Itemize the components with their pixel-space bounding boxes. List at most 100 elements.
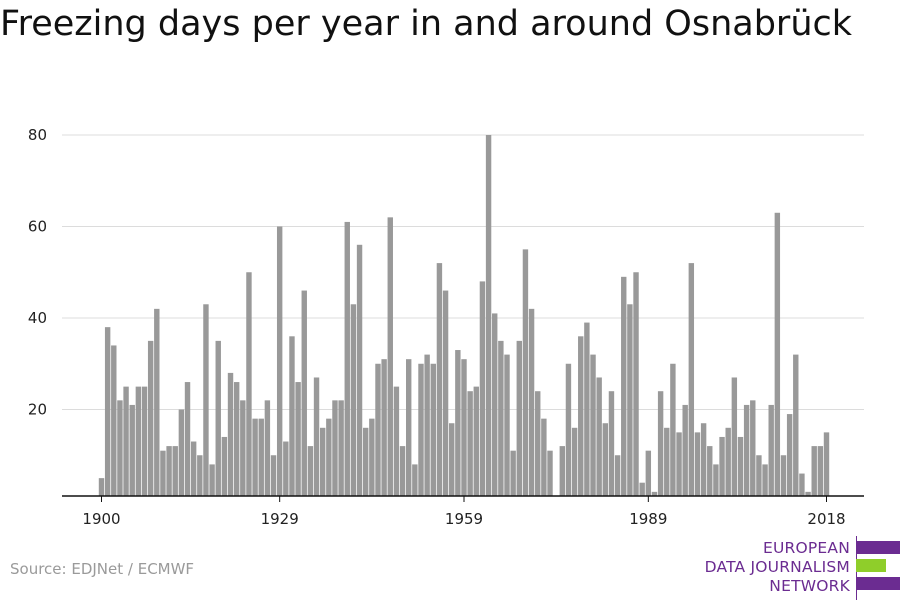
- bar-2016: [811, 446, 817, 496]
- bar-2000: [713, 464, 719, 496]
- bar-1952: [418, 363, 424, 496]
- bar-1911: [166, 446, 172, 496]
- bar-1995: [682, 404, 688, 496]
- bar-2007: [756, 455, 762, 496]
- chart-title: Freezing days per year in and around Osn…: [0, 4, 853, 44]
- y-tick-label-40: 40: [28, 309, 47, 327]
- bar-1932: [295, 382, 301, 496]
- x-tick-label-1929: 1929: [261, 510, 299, 528]
- bar-1934: [307, 446, 314, 496]
- bar-2018: [823, 432, 830, 496]
- bar-1936: [319, 427, 326, 496]
- bar-1969: [522, 249, 529, 496]
- bar-1919: [215, 340, 221, 496]
- bar-1963: [485, 135, 492, 496]
- bar-1901: [104, 327, 111, 496]
- y-tick-label-60: 60: [28, 218, 47, 236]
- bar-1978: [578, 336, 584, 496]
- bar-2013: [793, 354, 799, 496]
- bar-1917: [203, 304, 209, 496]
- x-tick-label-1959: 1959: [445, 510, 483, 528]
- bar-1996: [688, 263, 695, 496]
- bar-1982: [602, 423, 609, 496]
- bar-1986: [627, 304, 633, 496]
- y-axis-labels: 20 40 60 80: [28, 126, 47, 419]
- bar-1949: [399, 446, 406, 496]
- source-note: Source: EDJNet / ECMWF: [10, 560, 195, 578]
- edjnet-logo: EUROPEAN DATA JOURNALISM NETWORK: [705, 536, 900, 600]
- bar-1912: [172, 446, 178, 496]
- logo-bar-purple-bottom: [856, 577, 900, 590]
- bar-1959: [461, 359, 467, 496]
- bar-1929: [276, 226, 283, 496]
- bar-1955: [436, 263, 443, 496]
- bar-1920: [221, 436, 228, 496]
- x-tick-label-1989: 1989: [629, 510, 667, 528]
- bar-1975: [559, 446, 566, 496]
- bar-1994: [676, 432, 682, 496]
- bar-1913: [178, 409, 185, 496]
- bar-1988: [639, 482, 645, 496]
- bar-2004: [737, 436, 744, 496]
- bar-1972: [541, 418, 547, 496]
- bar-1993: [670, 363, 676, 496]
- bar-1956: [442, 290, 449, 496]
- bar-1931: [289, 336, 295, 496]
- bar-2005: [743, 404, 750, 496]
- bar-1903: [117, 400, 123, 496]
- bar-1960: [467, 391, 473, 496]
- bar-1997: [694, 432, 701, 496]
- bar-1977: [571, 427, 578, 496]
- bar-2009: [768, 404, 774, 496]
- y-tick-label-80: 80: [28, 126, 47, 144]
- bar-1942: [356, 244, 363, 496]
- bar-2001: [719, 436, 725, 496]
- bar-1947: [387, 217, 393, 496]
- bar-1924: [246, 272, 252, 496]
- bar-2017: [817, 446, 824, 496]
- bar-1958: [455, 350, 461, 496]
- bar-1940: [344, 221, 350, 497]
- bar-1927: [264, 400, 271, 496]
- bar-1946: [381, 359, 387, 496]
- bar-1989: [645, 450, 652, 496]
- x-axis-ticks: 1900 1929 1959 1989 2018: [82, 496, 846, 528]
- logo-bar-green: [856, 559, 886, 572]
- bar-1935: [313, 377, 320, 496]
- bar-1915: [190, 441, 197, 496]
- bar-1938: [332, 400, 338, 496]
- bar-1970: [528, 308, 535, 496]
- bar-1981: [596, 377, 602, 496]
- bar-1904: [123, 386, 129, 496]
- bar-1909: [154, 308, 160, 496]
- bar-1941: [350, 304, 357, 496]
- bar-2003: [731, 377, 738, 496]
- bar-1925: [252, 418, 258, 496]
- bar-1968: [516, 340, 522, 496]
- bar-2015: [805, 491, 811, 496]
- bar-1908: [147, 340, 154, 496]
- x-tick-label-1900: 1900: [82, 510, 120, 528]
- bar-1916: [197, 455, 203, 496]
- bar-1907: [141, 386, 148, 496]
- y-tick-label-20: 20: [28, 401, 47, 419]
- bar-1964: [492, 313, 498, 496]
- bar-1906: [135, 386, 142, 496]
- bar-2011: [780, 455, 787, 496]
- bar-1937: [326, 418, 332, 496]
- logo-line-3: NETWORK: [769, 577, 850, 595]
- bar-1953: [424, 354, 430, 496]
- bar-1976: [565, 363, 572, 496]
- bar-2008: [762, 464, 768, 496]
- logo-line-2: DATA JOURNALISM: [704, 558, 850, 576]
- bars: [98, 135, 830, 497]
- bar-1950: [406, 359, 412, 496]
- bar-1951: [412, 464, 418, 496]
- bar-1965: [498, 340, 504, 496]
- bar-1900: [98, 478, 105, 496]
- bar-1998: [700, 423, 707, 496]
- logo-line-1: EUROPEAN: [762, 539, 850, 557]
- bar-2002: [725, 427, 731, 496]
- bar-1957: [449, 423, 455, 496]
